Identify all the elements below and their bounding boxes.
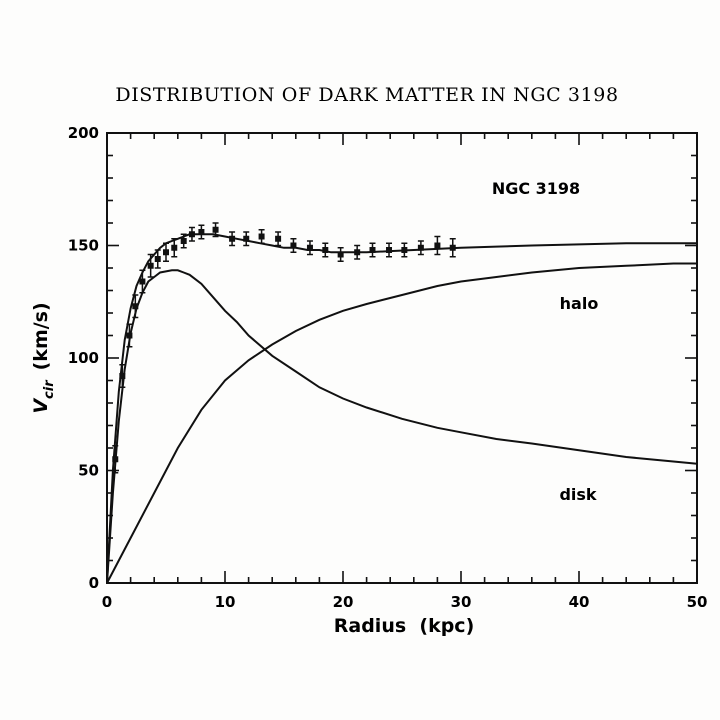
data-point xyxy=(434,235,441,256)
point-marker xyxy=(337,251,344,258)
point-marker xyxy=(386,247,393,253)
point-marker xyxy=(306,244,313,251)
data-point xyxy=(290,238,297,253)
point-marker xyxy=(369,247,376,253)
data-point xyxy=(306,240,313,256)
data-point xyxy=(126,323,133,348)
data-point xyxy=(417,240,424,256)
x-tick-label: 30 xyxy=(451,593,472,611)
point-marker xyxy=(119,373,126,379)
y-tick-label: 50 xyxy=(78,462,99,480)
point-marker xyxy=(188,231,195,238)
axis-ticks xyxy=(106,132,698,584)
annotation-disk: disk xyxy=(559,485,596,504)
point-marker xyxy=(354,249,361,256)
curve-total xyxy=(106,233,697,584)
svg-text:Vcir(km/s): Vcir (km/s) xyxy=(30,302,57,413)
point-marker xyxy=(180,238,187,244)
point-marker xyxy=(212,226,219,233)
y-axis-label: Vcir (km/s) xyxy=(30,302,57,413)
point-marker xyxy=(275,235,282,242)
data-point xyxy=(322,242,329,258)
y-tick-label: 200 xyxy=(68,124,99,142)
data-point xyxy=(354,244,361,260)
point-marker xyxy=(132,303,139,310)
y-axis-label-main: V xyxy=(30,398,52,414)
point-marker xyxy=(449,244,456,251)
annotation-galaxy: NGC 3198 xyxy=(492,179,580,198)
point-marker xyxy=(290,242,297,249)
y-axis-label-sub: cir xyxy=(42,379,57,399)
point-marker xyxy=(322,247,329,253)
data-point xyxy=(401,242,408,258)
data-point xyxy=(386,242,393,258)
plot-frame xyxy=(106,132,698,584)
point-marker xyxy=(198,229,205,235)
point-marker xyxy=(163,249,169,256)
x-tick-label: 50 xyxy=(687,593,708,611)
x-axis-label: Radius (kpc) xyxy=(334,615,475,637)
data-point xyxy=(212,222,219,238)
point-marker xyxy=(243,235,250,242)
annotation-halo: halo xyxy=(560,294,599,313)
point-marker xyxy=(154,256,161,262)
data-point xyxy=(369,242,376,258)
data-point xyxy=(112,445,119,474)
y-tick-label: 100 xyxy=(68,349,99,367)
data-point xyxy=(258,229,265,244)
data-point xyxy=(243,231,250,247)
x-tick-label: 10 xyxy=(215,593,236,611)
point-marker xyxy=(258,233,265,240)
curve-disk xyxy=(106,269,698,584)
x-tick-label: 20 xyxy=(333,593,354,611)
data-point xyxy=(139,269,146,294)
point-marker xyxy=(401,247,408,253)
data-point xyxy=(449,238,456,258)
point-marker xyxy=(139,278,146,285)
point-marker xyxy=(126,332,133,339)
data-point xyxy=(188,226,195,242)
y-axis-label-units: (km/s) xyxy=(30,302,52,370)
data-point xyxy=(337,247,344,262)
y-tick-label: 0 xyxy=(89,574,99,592)
model-curves xyxy=(106,233,698,584)
data-point xyxy=(154,249,161,269)
data-point xyxy=(132,294,139,319)
data-point xyxy=(163,242,169,262)
point-marker xyxy=(434,242,441,249)
point-marker xyxy=(147,262,154,269)
data-point xyxy=(119,364,126,388)
data-point xyxy=(171,238,178,258)
data-point xyxy=(275,231,282,247)
curve-halo xyxy=(106,262,697,584)
observed-points xyxy=(112,222,456,474)
data-point xyxy=(147,253,154,278)
data-point xyxy=(198,224,205,240)
data-point xyxy=(229,231,236,247)
chart-title: DISTRIBUTION OF DARK MATTER IN NGC 3198 xyxy=(115,84,618,106)
x-tick-label: 40 xyxy=(569,593,590,611)
x-tick-label: 0 xyxy=(102,593,112,611)
data-point xyxy=(180,233,187,249)
point-marker xyxy=(171,244,178,251)
point-marker xyxy=(112,456,119,463)
tick-labels: 0 10 20 30 40 50 0 50 100 150 200 xyxy=(68,124,708,611)
point-marker xyxy=(229,235,236,242)
point-marker xyxy=(417,244,424,251)
y-tick-label: 150 xyxy=(68,237,99,255)
